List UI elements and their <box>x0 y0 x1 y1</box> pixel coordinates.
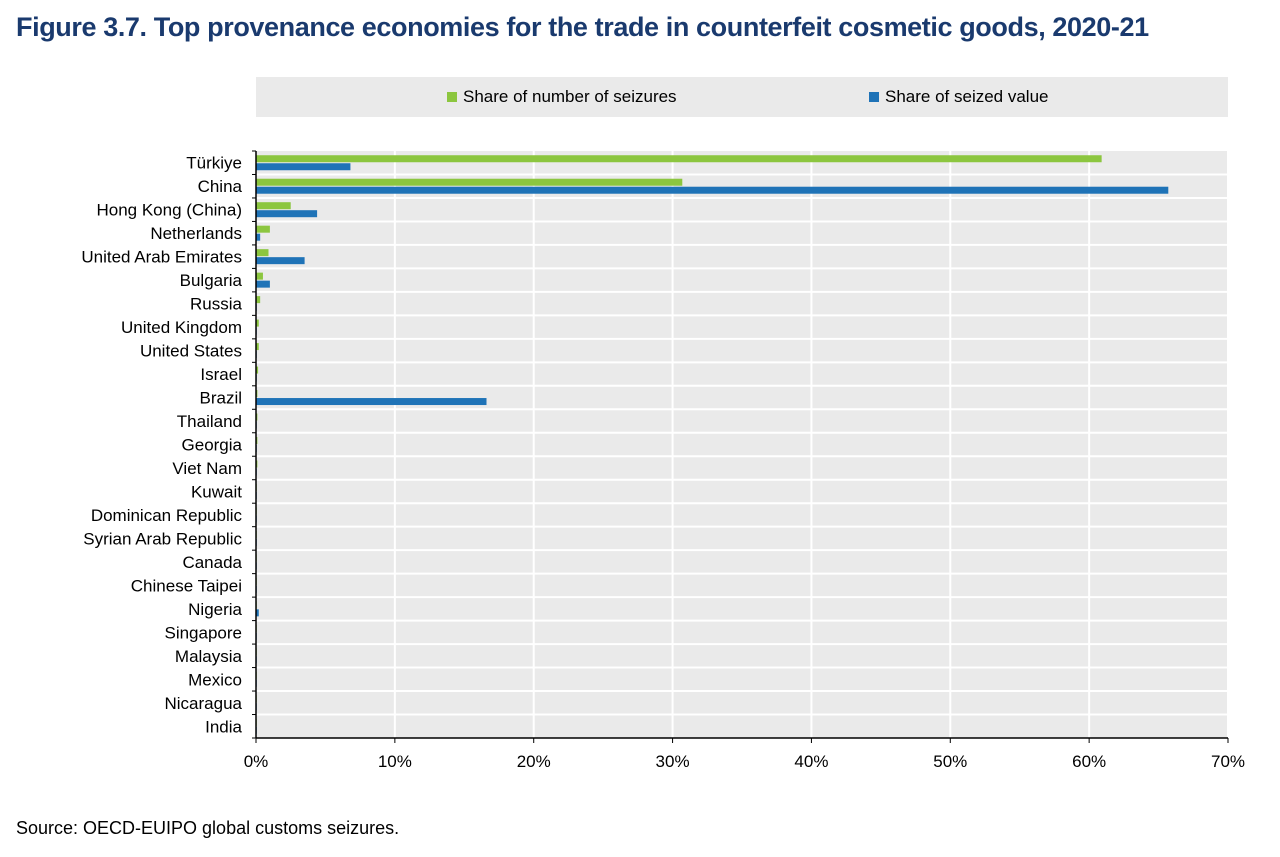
x-tick-label: 20% <box>517 752 551 771</box>
bar-seizures <box>256 225 270 233</box>
bar-value <box>256 280 270 288</box>
category-label: China <box>198 177 243 196</box>
category-label: India <box>205 717 242 736</box>
legend-label-seizures: Share of number of seizures <box>463 87 677 106</box>
category-label: Netherlands <box>150 224 242 243</box>
bar-seizures <box>256 249 269 257</box>
legend-item-seizures: Share of number of seizures <box>447 87 677 107</box>
category-label: Kuwait <box>191 482 242 501</box>
category-label: United States <box>140 342 242 361</box>
bar-seizures <box>256 155 1102 163</box>
category-label: Singapore <box>164 623 242 642</box>
category-label: Mexico <box>188 670 242 689</box>
bar-value <box>256 186 1169 194</box>
legend-label-value: Share of seized value <box>885 87 1049 106</box>
category-label: Nigeria <box>188 600 242 619</box>
plot-area <box>256 151 1228 738</box>
x-tick-label: 70% <box>1211 752 1245 771</box>
bar-value <box>256 210 318 218</box>
x-tick-label: 0% <box>244 752 269 771</box>
x-tick-label: 10% <box>378 752 412 771</box>
category-label: Chinese Taipei <box>131 576 242 595</box>
bar-seizures <box>256 272 263 280</box>
bar-seizures <box>256 202 291 210</box>
bar-seizures <box>256 366 259 374</box>
bar-value <box>256 609 259 617</box>
category-label: Canada <box>182 553 242 572</box>
category-label: United Arab Emirates <box>81 248 242 267</box>
category-label: United Kingdom <box>121 318 242 337</box>
category-label: Russia <box>190 295 243 314</box>
bar-seizures <box>256 178 683 186</box>
bar-seizures <box>256 319 259 327</box>
category-label: Israel <box>200 365 242 384</box>
bar-seizures <box>256 343 259 351</box>
x-tick-label: 40% <box>794 752 828 771</box>
x-tick-label: 60% <box>1072 752 1106 771</box>
category-label: Bulgaria <box>180 271 243 290</box>
legend-swatch-value <box>869 92 879 102</box>
bar-value <box>256 233 261 241</box>
category-label: Dominican Republic <box>91 506 243 525</box>
category-label: Nicaragua <box>165 694 243 713</box>
bar-value <box>256 257 305 265</box>
category-label: Brazil <box>199 389 242 408</box>
bar-value <box>256 398 487 406</box>
category-label: Thailand <box>177 412 242 431</box>
legend-item-value: Share of seized value <box>869 87 1049 107</box>
bar-value <box>256 163 351 171</box>
category-label: Viet Nam <box>172 459 242 478</box>
category-label: Hong Kong (China) <box>96 201 242 220</box>
category-label: Georgia <box>182 436 243 455</box>
chart-title: Figure 3.7. Top provenance economies for… <box>16 12 1149 42</box>
x-tick-label: 30% <box>656 752 690 771</box>
category-label: Syrian Arab Republic <box>83 529 242 548</box>
legend-swatch-seizures <box>447 92 457 102</box>
category-label: Türkiye <box>186 154 242 173</box>
source-note: Source: OECD-EUIPO global customs seizur… <box>16 818 400 838</box>
legend: Share of number of seizures Share of sei… <box>256 77 1228 117</box>
x-tick-label: 50% <box>933 752 967 771</box>
bar-seizures <box>256 296 261 304</box>
category-label: Malaysia <box>175 647 243 666</box>
